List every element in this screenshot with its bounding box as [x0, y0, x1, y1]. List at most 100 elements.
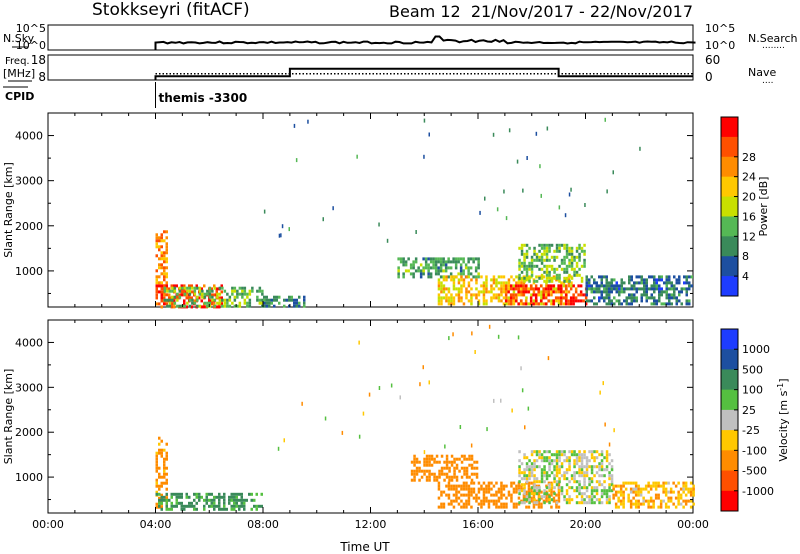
data-cell [548, 468, 551, 472]
data-cell [578, 267, 581, 271]
data-cell [248, 298, 252, 302]
data-cell [568, 462, 571, 466]
data-cell [530, 273, 534, 277]
data-cell [675, 302, 678, 306]
data-cell [193, 507, 196, 511]
colorbar-label: Power [dB] [757, 177, 770, 237]
data-cell [440, 296, 443, 300]
data-cell [608, 495, 611, 499]
data-cell [560, 474, 564, 478]
data-cell [567, 281, 571, 285]
data-cell [163, 284, 166, 288]
data-cell [492, 275, 496, 279]
data-cell [590, 465, 594, 469]
data-cell [158, 239, 161, 243]
data-cell [455, 293, 458, 297]
data-cell [552, 299, 555, 303]
data-cell [218, 495, 221, 499]
data-cell [629, 490, 633, 494]
y-axis-label: Slant Range [km] [2, 162, 15, 258]
data-cell [507, 278, 511, 282]
data-cell [533, 258, 536, 262]
data-cell [520, 278, 523, 282]
colorbar-swatch [721, 276, 738, 297]
data-cell [480, 502, 483, 506]
data-cell [453, 472, 456, 476]
data-cell [535, 480, 539, 484]
data-cell [158, 263, 161, 267]
data-cell [559, 302, 563, 306]
data-cell [155, 466, 158, 470]
data-cell [170, 305, 173, 309]
data-cell [231, 292, 234, 296]
data-cell [675, 296, 678, 300]
data-cell [467, 275, 470, 279]
data-cell [180, 507, 183, 511]
data-cell [215, 495, 218, 499]
data-cell [548, 483, 551, 487]
data-cell [438, 472, 441, 476]
data-cell [505, 302, 508, 306]
data-cell [565, 492, 569, 496]
data-cell [465, 466, 469, 470]
data-cell [470, 457, 474, 461]
data-cell [425, 457, 429, 461]
data-cell [215, 287, 218, 291]
colorbar-swatch [721, 450, 738, 472]
data-cell [512, 302, 516, 306]
data-cell [419, 275, 423, 279]
data-cell [248, 289, 252, 293]
data-cell [518, 261, 521, 265]
data-cell [615, 290, 618, 294]
data-cell [535, 453, 539, 457]
data-cell [684, 493, 688, 497]
data-cell [548, 495, 551, 499]
data-cell [475, 472, 479, 476]
data-cell [523, 243, 526, 247]
data-cell [629, 481, 633, 485]
data-cell [564, 284, 568, 288]
data-cell [510, 484, 513, 488]
data-cell [633, 296, 636, 300]
data-cell [515, 487, 518, 491]
data-cell [558, 264, 561, 268]
chart-title: Stokkseyri (fitACF) [92, 0, 250, 20]
data-cell [462, 502, 466, 506]
data-cell [573, 465, 576, 469]
data-cell [610, 281, 613, 285]
data-cell [579, 290, 583, 294]
data-cell [165, 501, 168, 505]
data-cell [178, 286, 182, 290]
data-cell [535, 465, 539, 469]
data-cell [175, 498, 178, 502]
data-cell [298, 295, 301, 299]
data-cell [155, 460, 158, 464]
data-cell [485, 302, 488, 306]
data-cell [650, 284, 653, 288]
data-cell [487, 490, 491, 494]
data-cell [265, 295, 268, 299]
data-cell [490, 493, 493, 497]
data-cell [550, 299, 553, 303]
data-cell [273, 295, 276, 299]
data-cell [470, 302, 473, 306]
data-cell [523, 276, 526, 280]
data-cell [558, 468, 561, 472]
data-cell [543, 249, 546, 253]
data-cell [570, 249, 574, 253]
data-cell [563, 258, 566, 262]
data-cell [553, 477, 556, 481]
data-cell [634, 484, 638, 488]
data-cell [510, 499, 513, 503]
data-cell [617, 505, 620, 509]
data-cell [208, 504, 211, 508]
data-cell [170, 504, 173, 508]
data-cell [585, 465, 589, 469]
data-cell [165, 478, 168, 482]
data-cell [442, 490, 446, 494]
data-cell [469, 272, 473, 276]
data-cell [622, 496, 625, 500]
data-cell [548, 270, 551, 274]
data-cell [685, 275, 688, 279]
data-cell [588, 450, 591, 454]
